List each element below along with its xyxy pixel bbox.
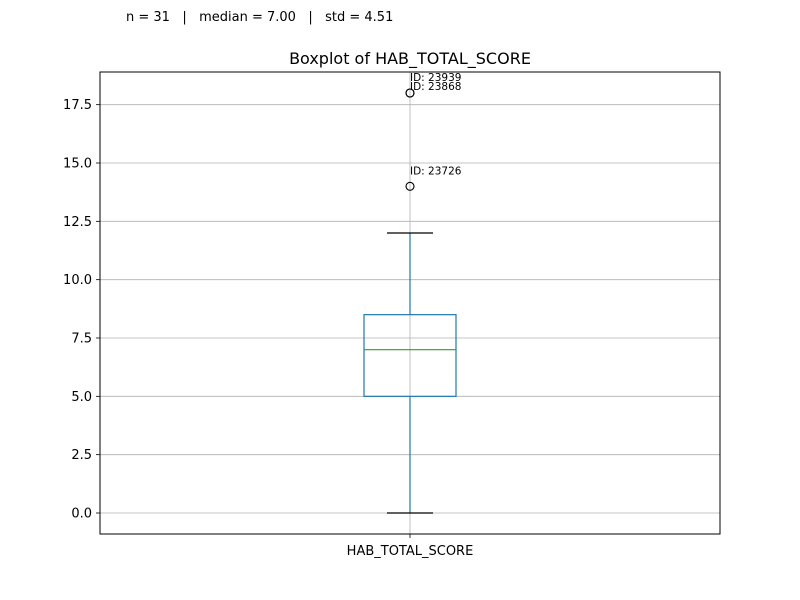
y-tick-label: 15.0: [63, 157, 92, 172]
y-tick-label: 12.5: [63, 215, 92, 230]
y-tick-label: 2.5: [71, 448, 92, 463]
axes: 0.0 2.5 5.0 7.5 10.0 12.5 15.0 17.5: [63, 71, 721, 538]
y-tick-label: 7.5: [71, 332, 92, 347]
outlier-point: [405, 88, 415, 98]
outlier-label: ID: 23726: [410, 165, 462, 177]
y-tick-label: 5.0: [71, 390, 92, 405]
y-tick-label: 10.0: [63, 273, 92, 288]
y-tick-label: 17.5: [63, 98, 92, 113]
outlier-label: ID: 23868: [410, 81, 461, 93]
axes-frame: [99, 71, 721, 535]
outlier-point: [405, 181, 415, 191]
stats-caption: n = 31 | median = 7.00 | std = 4.51: [126, 10, 394, 25]
chart-title: Boxplot of HAB_TOTAL_SCORE: [289, 49, 531, 69]
iqr-box: [363, 314, 457, 397]
y-tick-label: 0.0: [71, 507, 92, 522]
x-tick-label: HAB_TOTAL_SCORE: [347, 544, 474, 559]
outlier-label: ID: 23939: [410, 72, 461, 84]
box-glyph: [363, 232, 457, 514]
